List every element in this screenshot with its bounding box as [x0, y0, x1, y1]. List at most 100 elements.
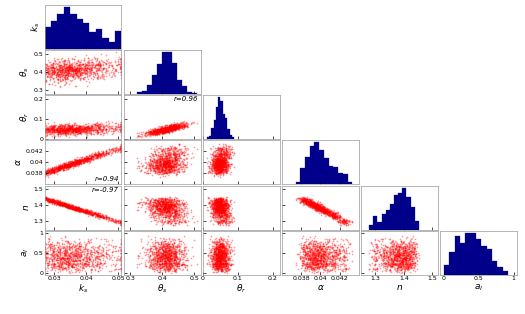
- Point: [162, 252, 170, 257]
- Point: [213, 157, 221, 162]
- Point: [57, 72, 66, 77]
- Point: [383, 257, 391, 262]
- Point: [404, 256, 412, 261]
- Point: [183, 222, 192, 227]
- Point: [93, 153, 102, 158]
- Point: [178, 158, 187, 163]
- Point: [175, 166, 183, 171]
- Point: [56, 166, 64, 171]
- Point: [170, 166, 178, 171]
- Point: [228, 261, 237, 266]
- Point: [61, 203, 70, 208]
- Point: [135, 253, 143, 258]
- Point: [217, 264, 226, 269]
- Point: [158, 127, 166, 133]
- Point: [319, 252, 328, 257]
- Point: [47, 169, 56, 174]
- Point: [88, 155, 96, 160]
- Point: [326, 254, 334, 259]
- Point: [67, 161, 75, 166]
- Point: [205, 245, 213, 250]
- Point: [100, 153, 108, 158]
- Bar: [348, 181, 352, 184]
- Point: [64, 128, 72, 133]
- Point: [81, 157, 90, 162]
- Point: [56, 259, 64, 264]
- Point: [171, 253, 180, 258]
- Point: [83, 209, 91, 214]
- Point: [69, 205, 77, 210]
- Point: [222, 220, 230, 225]
- Point: [111, 218, 119, 223]
- Point: [60, 252, 69, 257]
- Point: [217, 241, 226, 246]
- Point: [395, 252, 404, 257]
- Point: [171, 172, 180, 177]
- Point: [307, 248, 315, 253]
- Point: [117, 247, 125, 252]
- Point: [165, 154, 173, 159]
- Point: [165, 126, 174, 131]
- Point: [165, 241, 174, 246]
- Point: [165, 204, 174, 209]
- Point: [58, 164, 67, 169]
- Point: [158, 200, 166, 205]
- Point: [314, 263, 322, 268]
- Point: [324, 252, 332, 257]
- Point: [214, 160, 223, 165]
- Point: [103, 215, 112, 220]
- Point: [157, 165, 165, 171]
- Point: [219, 251, 228, 256]
- Point: [213, 163, 222, 168]
- Point: [317, 260, 325, 265]
- Point: [156, 127, 165, 132]
- Point: [215, 170, 223, 175]
- Point: [215, 206, 224, 211]
- Point: [174, 154, 183, 159]
- Point: [171, 251, 179, 256]
- Point: [156, 159, 164, 164]
- Point: [82, 126, 91, 131]
- Point: [92, 127, 100, 132]
- Point: [170, 165, 178, 170]
- Point: [58, 77, 67, 82]
- Point: [64, 163, 72, 168]
- Point: [88, 157, 97, 162]
- Point: [48, 167, 57, 172]
- Point: [308, 196, 316, 201]
- Point: [217, 146, 225, 151]
- Point: [144, 200, 152, 205]
- Point: [319, 208, 327, 213]
- Point: [215, 166, 224, 171]
- Point: [74, 126, 82, 131]
- Point: [326, 267, 334, 272]
- Point: [301, 263, 310, 268]
- Point: [81, 157, 89, 162]
- Point: [223, 168, 232, 173]
- Point: [52, 201, 60, 206]
- Point: [75, 270, 83, 275]
- Point: [61, 163, 69, 168]
- Point: [217, 165, 226, 170]
- Point: [150, 129, 158, 134]
- Point: [90, 122, 99, 127]
- Point: [171, 155, 180, 160]
- Point: [80, 209, 89, 214]
- Point: [72, 73, 81, 78]
- Point: [211, 162, 219, 167]
- Point: [173, 124, 181, 129]
- Point: [226, 250, 234, 255]
- Point: [320, 209, 328, 214]
- Point: [155, 206, 164, 211]
- Point: [394, 244, 402, 249]
- Point: [68, 74, 76, 79]
- Point: [67, 161, 76, 166]
- Point: [214, 265, 222, 270]
- Point: [67, 204, 76, 209]
- Point: [107, 62, 115, 67]
- Point: [53, 257, 61, 262]
- Point: [219, 256, 227, 261]
- Point: [156, 127, 164, 132]
- Point: [90, 252, 99, 257]
- Point: [175, 216, 184, 221]
